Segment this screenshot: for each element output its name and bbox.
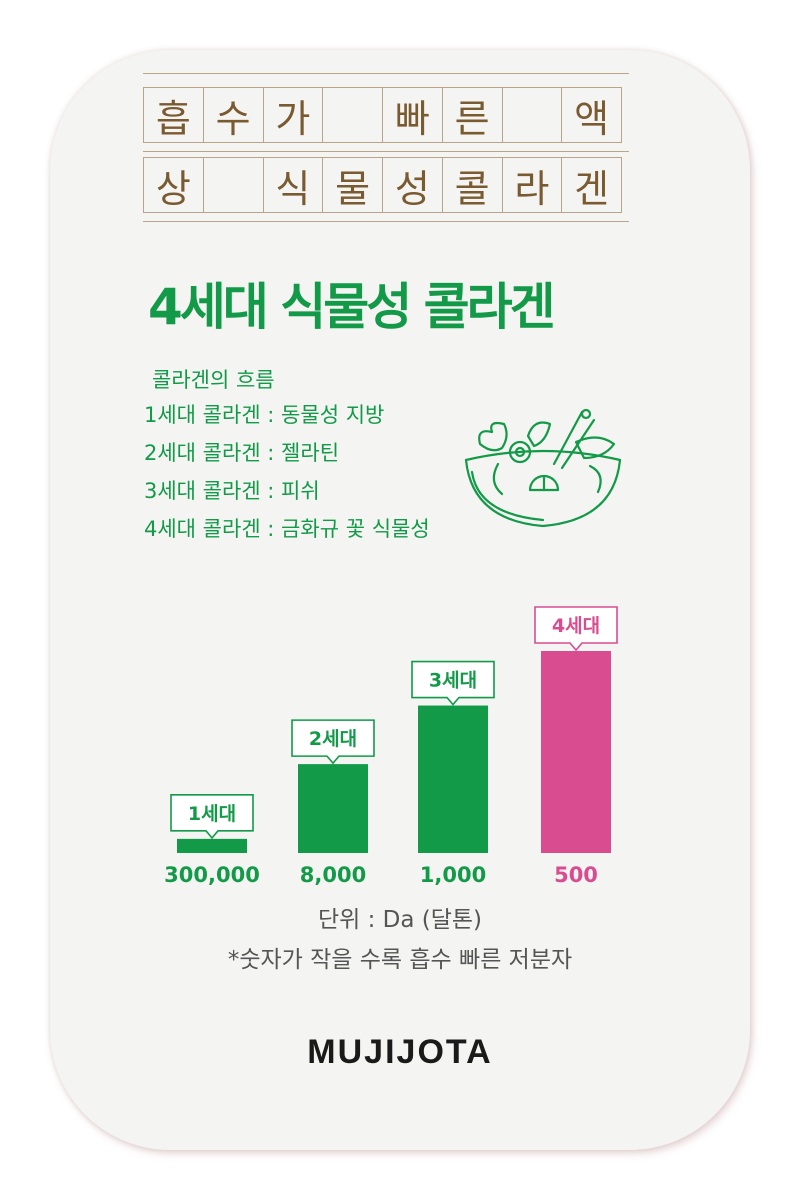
list-item: 4세대 콜라겐 : 금화규 꽃 식물성	[144, 517, 430, 541]
grid-cell	[202, 157, 264, 213]
grid-top-rule	[143, 73, 629, 74]
grid-cell	[322, 87, 383, 143]
grid-cell: 상	[143, 157, 204, 213]
grid-cell: 식	[262, 157, 324, 213]
list-item: 3세대 콜라겐 : 피쉬	[144, 479, 320, 503]
grid-cell: 라	[501, 157, 563, 213]
footnote: *숫자가 작을 수록 흡수 빠른 저분자	[227, 947, 573, 973]
grid-cell: 겐	[561, 157, 622, 213]
grid-cell: 액	[561, 87, 622, 143]
grid-cell: 성	[382, 157, 443, 213]
grid-cell: 흡	[143, 87, 204, 143]
card-panel	[50, 50, 750, 1150]
grid-cell: 수	[202, 87, 264, 143]
grid-cell: 빠	[382, 87, 443, 143]
main-headline: 4세대 식물성 콜라겐	[148, 278, 556, 336]
grid-cell: 가	[262, 87, 324, 143]
headline-grid-row-1: 흡 수 가 빠 른 액	[143, 87, 629, 143]
grid-cell: 콜	[441, 157, 503, 213]
unit-label: 단위 : Da (달톤)	[317, 907, 483, 933]
list-item: 1세대 콜라겐 : 동물성 지방	[144, 403, 385, 427]
generation-list: 1세대 콜라겐 : 동물성 지방 2세대 콜라겐 : 젤라틴 3세대 콜라겐 :…	[144, 398, 430, 550]
grid-cell: 물	[322, 157, 383, 213]
grid-cell: 른	[441, 87, 503, 143]
salad-bowl-icon	[464, 408, 622, 528]
list-item: 2세대 콜라겐 : 젤라틴	[144, 441, 340, 465]
grid-cell	[501, 87, 563, 143]
flow-title: 콜라겐의 흐름	[152, 368, 275, 392]
headline-grid-row-2: 상 식 물 성 콜 라 겐	[143, 157, 629, 213]
grid-bottom-rule	[143, 221, 629, 222]
brand-logo: MUJIJOTA	[307, 1033, 493, 1071]
grid-middle-rule	[143, 151, 629, 152]
